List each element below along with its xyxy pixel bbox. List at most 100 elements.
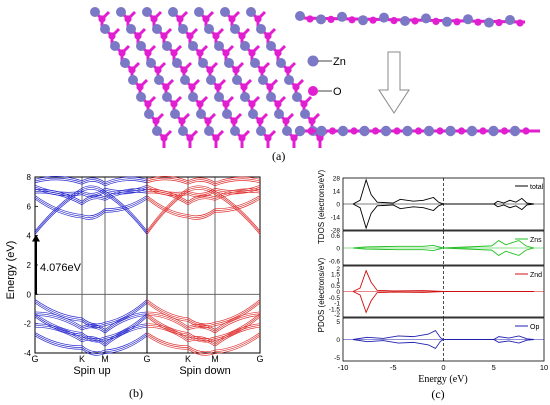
o-atom [206, 66, 214, 74]
dos-curve-down [352, 203, 535, 230]
zn-atom [188, 41, 198, 51]
band-line [146, 195, 261, 217]
o-legend-atom-icon [308, 86, 318, 96]
o-atom [479, 127, 487, 135]
x-tick-label: G [31, 354, 38, 364]
o-atom [274, 49, 282, 57]
zn-atom [170, 109, 180, 119]
x-tick-label: G [143, 354, 150, 364]
y-tick-label: -2 [24, 320, 32, 329]
dos-y-tick-label: 0.5 [331, 283, 340, 290]
o-atom [188, 83, 196, 91]
x-tick-label: M [211, 354, 219, 364]
band-line [34, 179, 148, 187]
o-atom [308, 117, 316, 125]
band-line [34, 326, 148, 347]
dos-y-tick-label: 0.6 [331, 233, 340, 240]
o-atom [264, 134, 272, 142]
dos-legend-label: Zns [530, 237, 542, 244]
zn-atom [110, 41, 120, 51]
o-atom [457, 127, 466, 135]
zn-atom [256, 126, 266, 136]
band-line [34, 335, 148, 356]
zn-atom [196, 109, 206, 119]
band-line [146, 186, 261, 196]
zn-atom [316, 14, 326, 25]
zn-atom [337, 125, 349, 137]
o-atom [306, 15, 314, 23]
band-line [34, 316, 148, 343]
zn-atom [246, 7, 256, 17]
band-line [146, 335, 261, 356]
band-line [146, 316, 261, 343]
o-atom [414, 127, 423, 135]
y-tick-label: 0 [27, 290, 32, 299]
o-atom [390, 17, 398, 25]
band-line [34, 332, 148, 353]
zn-atom [484, 17, 494, 28]
band-ylabel: Energy (eV) [5, 241, 17, 300]
zn-legend-label: Zn [333, 56, 346, 68]
band-line [34, 187, 148, 233]
o-atom [154, 66, 162, 74]
zn-atom [282, 126, 292, 136]
zn-atom [120, 58, 130, 68]
zn-atom [172, 58, 182, 68]
zn-atom [442, 16, 452, 27]
zn-atom [423, 125, 435, 137]
dos-y-tick-label: 0 [336, 246, 340, 253]
zn-atom [178, 24, 188, 34]
o-atom [196, 100, 204, 108]
dos-x-tick-label: 10 [540, 363, 548, 372]
side-view-planar [294, 125, 530, 137]
zn-atom [136, 92, 146, 102]
band-line [34, 311, 148, 330]
band-line [34, 186, 148, 196]
zn-atom [222, 109, 232, 119]
y-tick-label: 8 [27, 173, 32, 182]
o-atom [348, 16, 356, 24]
o-atom [136, 83, 144, 91]
o-atom [98, 15, 106, 23]
o-atom [266, 83, 274, 91]
x-tick-label: K [79, 354, 85, 364]
y-tick-label: 6 [27, 202, 32, 211]
dos-y-tick-label: 0 [336, 337, 340, 344]
o-atom [474, 18, 482, 26]
o-atom [371, 127, 380, 135]
zn-atom [194, 7, 204, 17]
dos-curve-up [352, 269, 534, 292]
dos-y-tick-label: 0 [336, 202, 340, 209]
o-atom [522, 127, 530, 135]
zn-atom [402, 125, 413, 137]
o-atom [196, 49, 204, 57]
band-line [146, 300, 261, 327]
zn-atom [154, 75, 164, 85]
zn-atom [266, 92, 276, 102]
dos-y-tick-label: -0.5 [329, 295, 341, 302]
band-line [34, 176, 148, 183]
band-line [146, 196, 261, 218]
o-atom [144, 49, 152, 57]
zn-atom [128, 75, 138, 85]
dos-y-tick-label: -0.6 [329, 258, 341, 265]
o-atom [118, 49, 126, 57]
panel-b-band-structure: -4 -2 0 2 4 6 8 G K M G K M G [24, 173, 264, 364]
panel-a-label: (a) [272, 149, 285, 163]
zn-atom [379, 12, 389, 23]
zn-atom [400, 16, 410, 26]
band-line [34, 184, 148, 194]
o-atom [134, 32, 142, 40]
dos-y-tick-label: -14 [331, 215, 341, 222]
o-atom [411, 17, 419, 25]
o-atom [144, 100, 152, 108]
dos-y-tick-label: 1.5 [331, 272, 340, 279]
zn-atom [116, 7, 126, 17]
dos-curve-down [353, 247, 535, 256]
zn-atom [240, 92, 250, 102]
o-atom [160, 32, 168, 40]
zn-atom [204, 24, 214, 34]
band-gap-label: 4.076eV [40, 262, 82, 274]
o-atom [222, 100, 230, 108]
